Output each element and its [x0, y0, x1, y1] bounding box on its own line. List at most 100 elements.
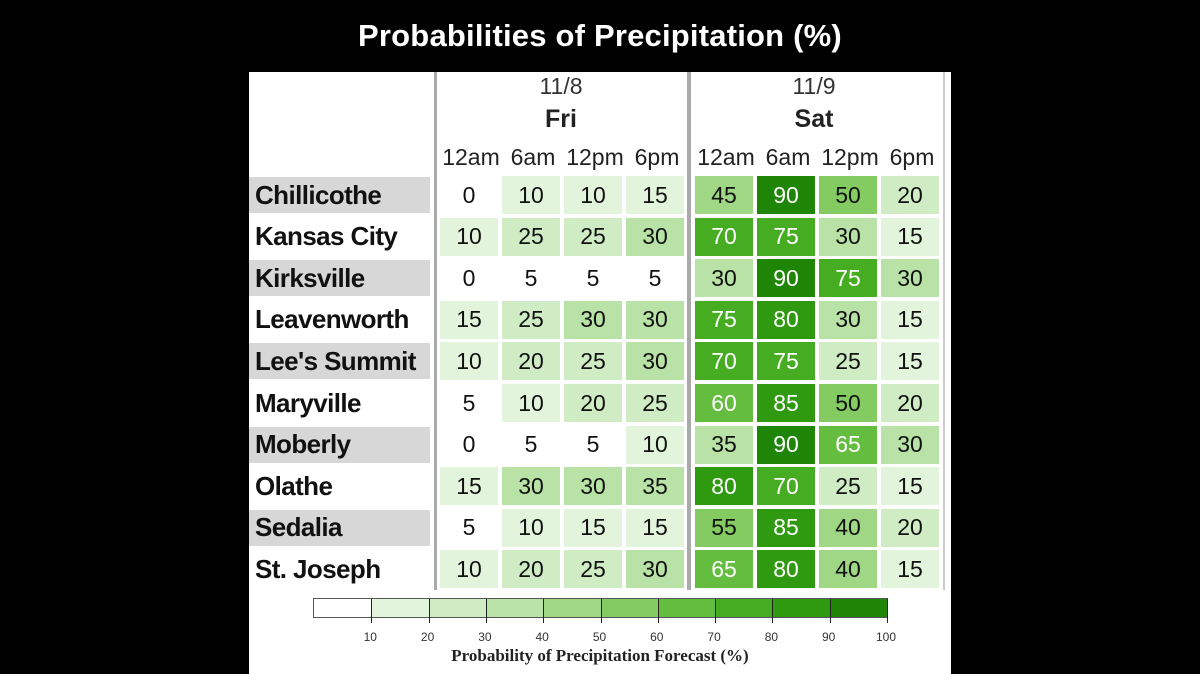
heatmap-cell: 40 — [819, 508, 877, 547]
legend-swatch — [715, 599, 773, 617]
legend-tick-label: 60 — [650, 630, 664, 644]
day-label-sat: Sat — [794, 105, 834, 133]
heatmap-cell: 25 — [564, 550, 622, 589]
heatmap-cell: 0 — [440, 425, 498, 464]
heatmap-cell: 10 — [502, 384, 560, 422]
time-label: 6pm — [889, 144, 935, 170]
legend-tick — [600, 599, 602, 623]
legend-tick-label: 100 — [875, 630, 897, 644]
heatmap-cell: 5 — [564, 425, 622, 464]
heatmap-cell: 80 — [757, 300, 815, 339]
title-bar: Probabilities of Precipitation (%) — [249, 0, 951, 72]
heatmap-cell: 20 — [881, 176, 939, 214]
legend-tick-label: 80 — [764, 630, 779, 644]
heatmap-cell: 75 — [819, 259, 877, 298]
heatmap-cell: 5 — [626, 259, 684, 298]
legend-swatch — [543, 599, 601, 617]
legend-swatch — [600, 599, 659, 617]
heatmap-cell: 70 — [757, 467, 815, 506]
row-label: Kirksville — [249, 260, 430, 297]
heatmap-cell: 45 — [695, 176, 753, 214]
day-label-fri: Fri — [545, 105, 577, 133]
heatmap-cell: 25 — [502, 300, 560, 339]
heatmap-cell: 30 — [564, 300, 622, 339]
day-divider — [687, 72, 691, 590]
heatmap-cell: 60 — [695, 384, 753, 422]
legend-tick — [829, 599, 831, 623]
heatmap-cell: 30 — [626, 342, 684, 381]
heatmap-cell: 0 — [440, 259, 498, 298]
heatmap-cell: 25 — [819, 467, 877, 506]
heatmap-cell: 35 — [626, 467, 684, 506]
heatmap-cell: 5 — [502, 259, 560, 298]
heatmap-cell: 80 — [757, 550, 815, 589]
heatmap-cell: 20 — [564, 384, 622, 422]
row-label: Moberly — [249, 426, 430, 463]
heatmap-cell: 15 — [881, 342, 939, 381]
legend-swatch — [829, 599, 888, 617]
color-legend — [313, 598, 888, 623]
heatmap-cell: 25 — [564, 217, 622, 256]
heatmap-cell: 20 — [881, 508, 939, 547]
legend-tick-label: 10 — [363, 630, 377, 644]
legend-swatch — [371, 599, 430, 617]
legend-tick — [715, 599, 717, 623]
heatmap-cell: 25 — [564, 342, 622, 381]
time-label: 6am — [765, 144, 811, 170]
heatmap-cell: 25 — [502, 217, 560, 256]
heatmap-cell: 30 — [695, 259, 753, 298]
heatmap-cell: 85 — [757, 384, 815, 422]
heatmap-cell: 50 — [819, 384, 877, 422]
time-label: 12pm — [566, 144, 624, 170]
legend-tick-label: 40 — [535, 630, 549, 644]
legend-swatch — [485, 599, 544, 617]
legend-tick — [371, 599, 373, 623]
row-label: Olathe — [255, 470, 333, 501]
legend-tick — [887, 599, 888, 623]
heatmap-cell: 30 — [819, 300, 877, 339]
row-label: Maryville — [255, 387, 361, 418]
heatmap-cell: 5 — [440, 508, 498, 547]
heatmap-cell: 15 — [564, 508, 622, 547]
heatmap-cell: 15 — [881, 550, 939, 589]
heatmap-cell: 5 — [440, 384, 498, 422]
heatmap-cell: 30 — [626, 300, 684, 339]
forecast-panel: Probabilities of Precipitation (%) 11/8 … — [249, 0, 951, 674]
heatmap-cell: 20 — [881, 384, 939, 422]
table-edge — [943, 72, 945, 590]
heatmap-cell: 15 — [440, 467, 498, 506]
heatmap-cell: 70 — [695, 342, 753, 381]
row-label: Sedalia — [249, 509, 430, 546]
heatmap-cell: 65 — [819, 425, 877, 464]
heatmap-cell: 30 — [502, 467, 560, 506]
heatmap-cell: 5 — [502, 425, 560, 464]
legend-tick-label: 90 — [822, 630, 836, 644]
heatmap-cell: 20 — [502, 550, 560, 589]
heatmap-cell: 30 — [881, 259, 939, 298]
legend-tick — [772, 599, 774, 623]
heatmap-cell: 5 — [564, 259, 622, 298]
heatmap-cell: 10 — [626, 425, 684, 464]
row-label: Leavenworth — [255, 304, 409, 335]
page-title: Probabilities of Precipitation (%) — [358, 18, 842, 53]
time-label: 6pm — [634, 144, 680, 170]
legend-swatch — [428, 599, 487, 617]
heatmap-cell: 35 — [695, 425, 753, 464]
row-label: St. Joseph — [255, 553, 381, 584]
pop-table: 11/8 Fri 11/9 Sat 12am 6am 12pm 6pm 12am… — [249, 72, 951, 592]
heatmap-cell: 10 — [440, 550, 498, 589]
heatmap-cell: 25 — [819, 342, 877, 381]
heatmap-cell: 75 — [757, 217, 815, 256]
heatmap-cell: 55 — [695, 508, 753, 547]
heatmap-cell: 15 — [626, 508, 684, 547]
legend-tick — [657, 599, 659, 623]
date-label-fri: 11/8 — [539, 73, 583, 99]
time-label: 6am — [510, 144, 556, 170]
heatmap-cell: 10 — [502, 176, 560, 214]
legend-swatch — [314, 599, 372, 617]
heatmap-cell: 30 — [626, 217, 684, 256]
heatmap-cell: 10 — [440, 217, 498, 256]
legend-tick-label: 20 — [420, 630, 435, 644]
day-divider — [434, 72, 437, 590]
date-label-sat: 11/9 — [792, 73, 836, 99]
